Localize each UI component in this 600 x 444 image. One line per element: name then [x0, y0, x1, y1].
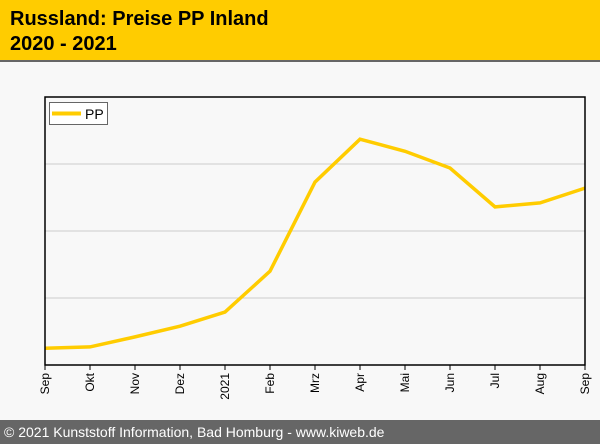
- x-tick-label: Nov: [128, 373, 142, 394]
- x-tick-label: Feb: [263, 373, 277, 394]
- footer-copyright: © 2021 Kunststoff Information, Bad Hombu…: [0, 420, 600, 444]
- x-tick-label: Mrz: [308, 373, 322, 393]
- x-tick-label: Okt: [83, 372, 97, 391]
- x-tick-label: Sep: [38, 373, 52, 395]
- x-tick-label: Mai: [398, 373, 412, 392]
- x-tick-label: Sep: [578, 373, 592, 395]
- legend-label: PP: [85, 106, 104, 122]
- chart-title: Russland: Preise PP Inland: [10, 8, 269, 30]
- chart-subtitle: 2020 - 2021: [10, 33, 117, 55]
- x-tick-label: Jun: [443, 373, 457, 392]
- x-tick-label: Dez: [173, 373, 187, 394]
- x-tick-label: Jul: [488, 373, 502, 388]
- x-tick-label: 2021: [218, 373, 232, 400]
- plot-border: [44, 96, 586, 366]
- x-tick-label: Apr: [353, 373, 367, 392]
- x-tick-label: Aug: [533, 373, 547, 394]
- line-chart: Sep Okt Nov Dez 2021 Feb Mrz Apr Mai Jun Jul Aug Sep…: [38, 96, 592, 400]
- header: Russland: Preise PP Inland 2020 - 2021: [0, 0, 600, 62]
